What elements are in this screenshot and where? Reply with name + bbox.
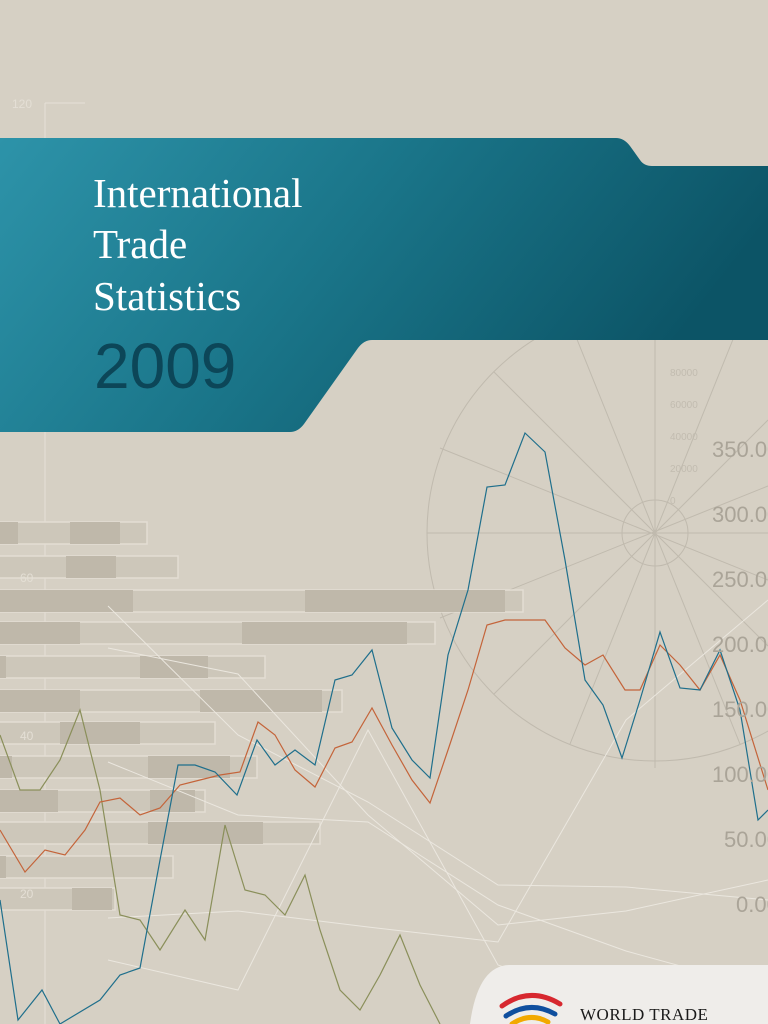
olive-line [0,708,441,1024]
scale-label: 300.00 [712,502,768,527]
blue-line [0,431,768,1024]
dial-label: 0 [670,496,676,507]
title-line: International [93,170,302,216]
artwork: International Trade Statistics 2009 120 … [0,97,768,1024]
title-line: Trade [93,221,187,267]
scale-label: 120 [12,97,32,111]
scale-label: 40 [20,729,34,743]
scale-label: 100.00 [712,762,768,787]
scale-label: 200.00 [712,632,768,657]
orange-line [0,619,768,874]
scale-label: 60 [20,571,34,585]
bars [0,521,524,911]
year: 2009 [94,330,236,402]
dial-label: 60000 [670,400,698,411]
scale-label: 0.00 [736,892,768,917]
title-line: Statistics [93,273,241,319]
logo [499,993,563,1024]
connectors [107,599,768,1011]
dial-label: 40000 [670,432,698,443]
dial-label: 80000 [670,368,698,379]
publisher: World Trade [580,1005,708,1024]
dial-label: 20000 [670,464,698,475]
scale-label: 250.00 [712,567,768,592]
scale-label: 150.00 [712,697,768,722]
scale-label: 20 [20,887,34,901]
scale-label: 50.00 [724,827,768,852]
scale-label: 350.00 [712,437,768,462]
title-band [0,138,768,432]
